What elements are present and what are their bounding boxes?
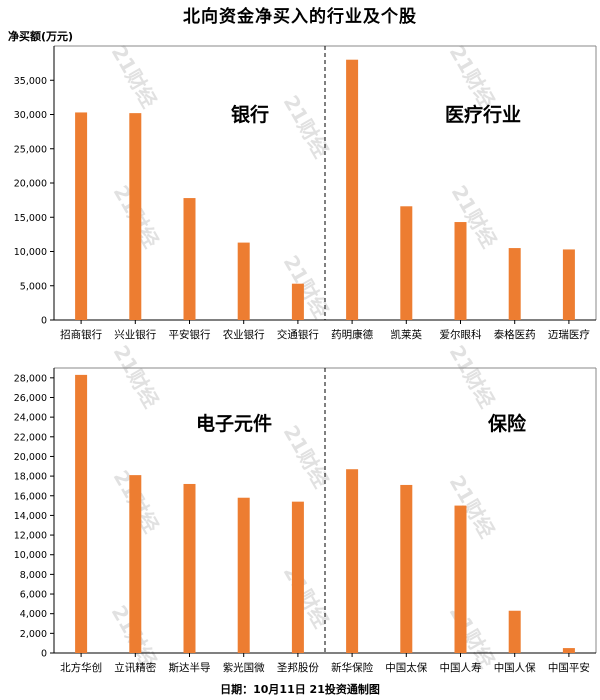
y-tick-label: 6,000 [20,590,47,601]
y-tick-label: 24,000 [14,413,47,424]
x-tick-label: 中国人寿 [440,661,482,674]
x-tick-label: 爱尔眼科 [440,328,482,341]
x-tick-label: 新华保险 [331,661,373,674]
bar [291,283,304,320]
group-label: 保险 [487,412,527,435]
y-tick-label: 20,000 [14,452,47,463]
bar [129,475,142,653]
chart-panel-bottom: 0 2,000 4,000 6,000 8,000 10,000 12,000 14,000 1… [14,367,597,674]
x-tick-label: 北方华创 [60,661,102,674]
y-tick-label: 18,000 [14,472,47,483]
x-tick-label: 立讯精密 [114,661,156,674]
chart-title: 北向资金净买入的行业及个股 [183,7,417,27]
chart-footer: 日期：10月11日 21投资通制图 [220,683,380,696]
y-tick-label: 22,000 [14,432,47,443]
watermark-text: 21财经 [445,341,500,412]
y-tick-label: 10,000 [14,247,47,258]
y-tick-label: 2,000 [20,629,47,640]
x-tick-label: 圣邦股份 [277,661,319,674]
group-label: 医疗行业 [445,103,521,126]
bar [346,469,359,653]
bar [75,374,88,653]
watermark-text: 21财经 [445,471,500,542]
bar [508,610,521,653]
bar [183,198,196,320]
bar [237,242,250,320]
x-tick-label: 紫光国微 [223,661,265,674]
group-label: 电子元件 [196,412,272,435]
bar [291,501,304,653]
x-tick-label: 平安银行 [169,328,211,341]
chart-panel-top: 0 5,000 10,000 15,000 20,000 25,000 30,000 35,0… [14,45,597,341]
bar [454,222,467,320]
bar [346,59,359,320]
y-tick-label: 5,000 [20,281,47,292]
y-tick-label: 0 [41,316,47,327]
x-tick-label: 交通银行 [277,328,319,341]
x-tick-label: 招商银行 [60,328,102,341]
watermark-text: 21财经 [107,41,162,112]
bar [400,484,413,653]
y-tick-label: 0 [41,649,47,660]
y-tick-label: 14,000 [14,511,47,522]
group-label: 银行 [231,103,269,126]
x-tick-label: 中国人保 [494,661,536,674]
x-tick-label: 迈瑞医疗 [548,328,590,341]
y-tick-label: 26,000 [14,393,47,404]
y-tick-label: 12,000 [14,531,47,542]
bar [129,113,142,320]
bar [400,206,413,320]
bar [508,248,521,320]
y-tick-label: 10,000 [14,550,47,561]
bar [562,648,575,653]
y-tick-label: 28,000 [14,373,47,384]
y-tick-label: 25,000 [14,144,47,155]
bar [237,497,250,653]
bar [454,505,467,653]
x-tick-label: 中国平安 [548,661,590,674]
y-tick-label: 15,000 [14,213,47,224]
x-tick-label: 药明康德 [331,328,373,341]
y-tick-label: 20,000 [14,179,47,190]
watermark-text: 21财经 [109,341,164,412]
bar [183,483,196,653]
y-tick-label: 35,000 [14,76,47,87]
y-tick-label: 30,000 [14,110,47,121]
x-tick-label: 泰格医药 [494,328,536,341]
y-axis-label: 净买额(万元) [8,29,73,43]
y-tick-label: 8,000 [20,570,47,581]
x-tick-label: 凯莱英 [391,328,423,341]
watermark-text: 21财经 [445,41,500,112]
x-tick-label: 农业银行 [223,328,265,341]
x-tick-label: 兴业银行 [114,328,156,341]
bar [75,112,88,320]
bar [562,249,575,320]
x-tick-label: 斯达半导 [169,661,211,674]
x-tick-label: 中国太保 [385,661,427,674]
y-tick-label: 16,000 [14,491,47,502]
y-tick-label: 4,000 [20,609,47,620]
